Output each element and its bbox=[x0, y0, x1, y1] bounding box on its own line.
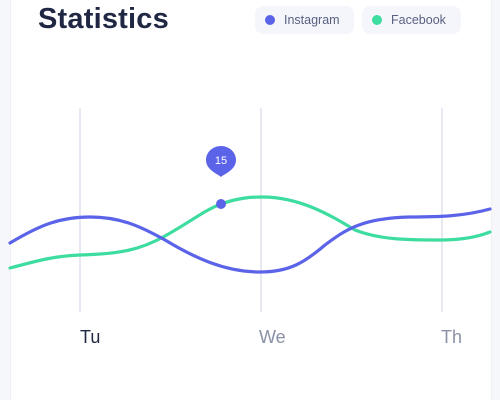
marker-pin bbox=[206, 146, 236, 177]
legend-label-facebook: Facebook bbox=[391, 13, 446, 27]
statistics-card bbox=[10, 0, 492, 400]
x-axis-label-tu: Tu bbox=[80, 327, 101, 347]
instagram-dot-icon bbox=[265, 15, 275, 25]
series-line-instagram bbox=[8, 207, 492, 274]
series-line-facebook bbox=[8, 195, 492, 270]
legend-item-facebook[interactable]: Facebook bbox=[362, 6, 461, 34]
marker-value-label: 15 bbox=[215, 155, 227, 167]
legend-label-instagram: Instagram bbox=[284, 13, 340, 27]
marker-point bbox=[216, 199, 226, 209]
facebook-dot-icon bbox=[372, 15, 382, 25]
page-title: Statistics bbox=[38, 3, 169, 35]
x-axis-label-we: We bbox=[259, 327, 286, 347]
x-axis-label-th: Th bbox=[441, 327, 463, 347]
legend-item-instagram[interactable]: Instagram bbox=[255, 6, 354, 34]
